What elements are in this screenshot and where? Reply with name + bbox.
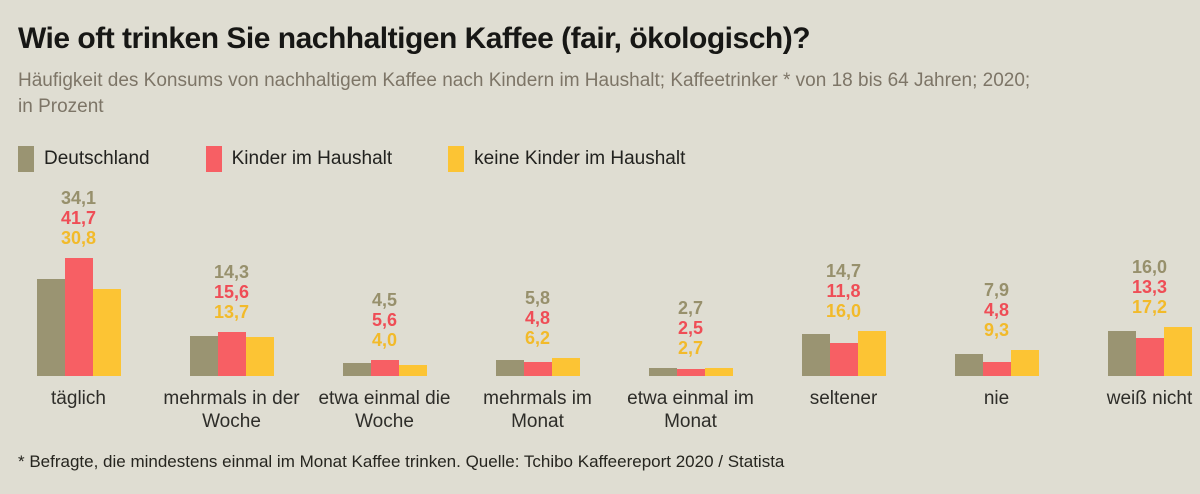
value-label: 13,7	[213, 302, 250, 322]
value-labels: 16,0 13,3 17,2	[1132, 257, 1167, 317]
legend: Deutschland Kinder im Haushalt keine Kinde…	[18, 146, 1182, 172]
value-label: 5,8	[524, 288, 551, 308]
category-group: 7,9 4,8 9,3 nie	[920, 186, 1073, 434]
category-group: 4,5 5,6 4,0 etwa einmal die Woche	[308, 186, 461, 434]
category-group: 2,7 2,5 2,7 etwa einmal im Monat	[614, 186, 767, 434]
value-label: 17,2	[1131, 297, 1168, 317]
value-labels: 4,5 5,6 4,0	[372, 290, 397, 350]
bar-group	[36, 258, 121, 376]
bar	[245, 337, 274, 376]
bar	[801, 334, 830, 376]
bar	[189, 336, 218, 376]
infographic: Wie oft trinken Sie nachhaltigen Kaffee …	[2, 22, 1200, 471]
value-label: 11,8	[826, 281, 861, 301]
bar	[495, 360, 524, 376]
chart-subtitle: Häufigkeit des Konsums von nachhaltigem …	[18, 68, 1182, 120]
value-labels: 34,1 41,7 30,8	[61, 188, 96, 248]
value-label: 2,5	[677, 318, 704, 338]
value-label: 4,8	[983, 300, 1010, 320]
bar	[1135, 338, 1164, 376]
category-label: etwa einmal im Monat	[627, 388, 754, 432]
category-group: 5,8 4,8 6,2 mehrmals im Monat	[461, 186, 614, 434]
legend-item: keine Kinder im Haushalt	[448, 146, 685, 172]
subtitle-line-1: Häufigkeit des Konsums von nachhaltigem …	[18, 70, 1031, 91]
bar	[676, 369, 705, 376]
bar	[217, 332, 246, 376]
source-note: * Befragte, die mindestens einmal im Mon…	[18, 452, 785, 471]
bar	[342, 363, 371, 376]
value-labels: 7,9 4,8 9,3	[984, 280, 1009, 340]
bar	[1010, 350, 1039, 376]
value-labels: 5,8 4,8 6,2	[525, 288, 550, 348]
legend-label: Kinder im Haushalt	[231, 148, 393, 169]
legend-item: Deutschland	[18, 146, 150, 172]
bar-group	[342, 360, 427, 376]
subtitle-line-2: in Prozent	[18, 96, 104, 117]
value-label: 7,9	[983, 280, 1010, 300]
bar	[398, 365, 427, 376]
bar	[1163, 327, 1192, 376]
bar-group	[189, 332, 274, 376]
value-label: 4,5	[371, 290, 398, 310]
value-labels: 14,7 11,8 16,0	[826, 261, 861, 321]
value-label: 13,3	[1131, 277, 1168, 297]
value-label: 16,0	[825, 301, 862, 321]
category-label: täglich	[51, 388, 106, 409]
category-label: seltener	[809, 388, 878, 409]
category-label: etwa einmal die Woche	[318, 388, 451, 432]
bar	[64, 258, 93, 376]
bar	[1107, 331, 1136, 376]
legend-label: Deutschland	[44, 148, 150, 169]
category-group: 16,0 13,3 17,2 weiß nicht	[1073, 186, 1200, 434]
legend-item: Kinder im Haushalt	[205, 146, 393, 172]
value-label: 6,2	[524, 328, 551, 348]
bar	[857, 331, 886, 376]
value-label: 2,7	[677, 338, 704, 358]
legend-swatch-icon	[205, 146, 222, 172]
value-label: 41,7	[60, 208, 97, 228]
bar	[36, 279, 65, 376]
category-label: mehrmals im Monat	[483, 388, 592, 432]
category-group: 34,1 41,7 30,8 täglich	[2, 186, 155, 434]
value-label: 14,3	[213, 262, 250, 282]
bar	[370, 360, 399, 376]
bar	[982, 362, 1011, 376]
bar-group	[954, 350, 1039, 376]
category-label: nie	[983, 388, 1010, 409]
bar	[704, 368, 733, 376]
category-label: mehrmals in der Woche	[163, 388, 300, 432]
legend-swatch-icon	[18, 146, 34, 172]
bar	[648, 368, 677, 376]
value-label: 15,6	[213, 282, 250, 302]
value-label: 34,1	[60, 188, 97, 208]
bar	[92, 289, 121, 376]
bar	[523, 362, 552, 376]
bar-group	[648, 368, 733, 376]
category-label: weiß nicht	[1106, 388, 1193, 409]
category-group: 14,3 15,6 13,7 mehrmals in der Woche	[155, 186, 308, 434]
legend-swatch-icon	[448, 146, 465, 172]
value-label: 30,8	[60, 228, 97, 248]
value-label: 14,7	[825, 261, 862, 281]
value-label: 9,3	[983, 320, 1010, 340]
bar	[551, 358, 580, 376]
value-label: 4,8	[524, 308, 551, 328]
bar-group	[801, 331, 886, 376]
legend-label: keine Kinder im Haushalt	[474, 148, 686, 169]
value-label: 16,0	[1131, 257, 1168, 277]
value-labels: 2,7 2,5 2,7	[678, 298, 703, 358]
bar	[829, 343, 858, 376]
value-label: 4,0	[371, 330, 398, 350]
bar	[954, 354, 983, 376]
chart-title: Wie oft trinken Sie nachhaltigen Kaffee …	[18, 22, 811, 55]
bar-chart: 34,1 41,7 30,8 täglich 14,3 15,6 13,7 mehrmals …	[2, 186, 1200, 434]
category-group: 14,7 11,8 16,0 seltener	[767, 186, 920, 434]
value-label: 2,7	[677, 298, 704, 318]
value-label: 5,6	[371, 310, 398, 330]
bar-group	[1107, 327, 1192, 376]
value-labels: 14,3 15,6 13,7	[214, 262, 249, 322]
bar-group	[495, 358, 580, 376]
